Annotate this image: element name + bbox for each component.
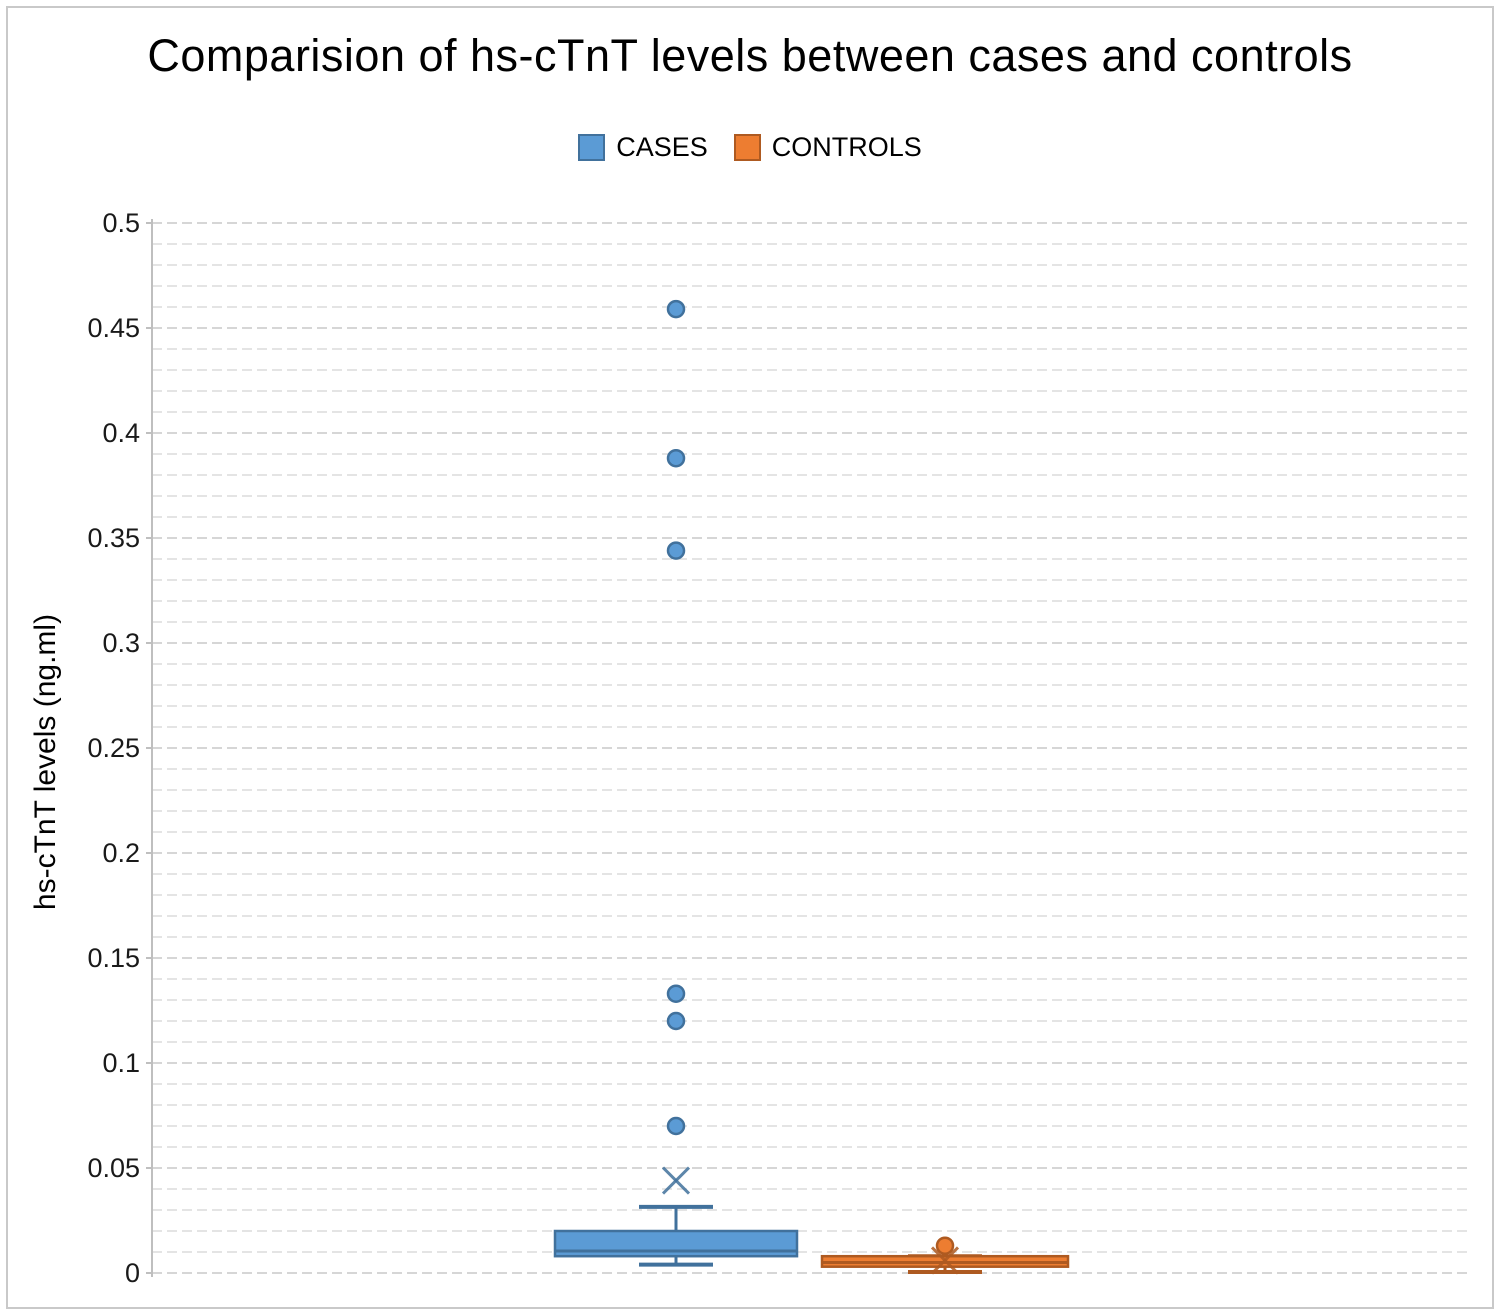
y-tick-label: 0.25 bbox=[87, 733, 140, 763]
y-tick-label: 0.3 bbox=[102, 628, 140, 658]
legend-label-cases: CASES bbox=[616, 132, 708, 162]
y-tick-label: 0.4 bbox=[102, 418, 140, 448]
mean-marker-cases bbox=[661, 1166, 691, 1195]
outlier-point-cases bbox=[666, 541, 686, 560]
legend-item-controls: CONTROLS bbox=[733, 132, 922, 163]
outlier-point-controls bbox=[935, 1236, 955, 1255]
y-tick-label: 0.2 bbox=[102, 838, 140, 868]
y-axis-title: hs-cTnT levels (ng.ml) bbox=[29, 613, 62, 911]
outlier-point-cases bbox=[666, 1011, 686, 1031]
outlier-point-cases bbox=[666, 448, 686, 468]
outlier-point-cases bbox=[666, 984, 686, 1003]
legend-label-controls: CONTROLS bbox=[771, 132, 922, 162]
y-tick-label: 0 bbox=[125, 1258, 140, 1288]
outlier-point-cases bbox=[666, 1116, 686, 1136]
y-tick-label: 0.1 bbox=[102, 1048, 140, 1078]
y-tick-label: 0.45 bbox=[87, 313, 140, 343]
y-tick-label: 0.15 bbox=[87, 943, 140, 973]
y-tick-label: 0.05 bbox=[87, 1153, 140, 1183]
outlier-point-cases bbox=[666, 299, 686, 319]
controls-color-swatch-icon bbox=[733, 134, 761, 161]
y-tick-label: 0.35 bbox=[87, 523, 140, 553]
cases-color-swatch-icon bbox=[578, 134, 606, 161]
legend-item-cases: CASES bbox=[578, 132, 708, 163]
legend: CASES CONTROLS bbox=[0, 132, 1500, 163]
chart-title: Comparision of hs-cTnT levels between ca… bbox=[147, 30, 1353, 81]
y-tick-label: 0.5 bbox=[102, 208, 140, 238]
mean-marker-controls bbox=[930, 1246, 960, 1275]
